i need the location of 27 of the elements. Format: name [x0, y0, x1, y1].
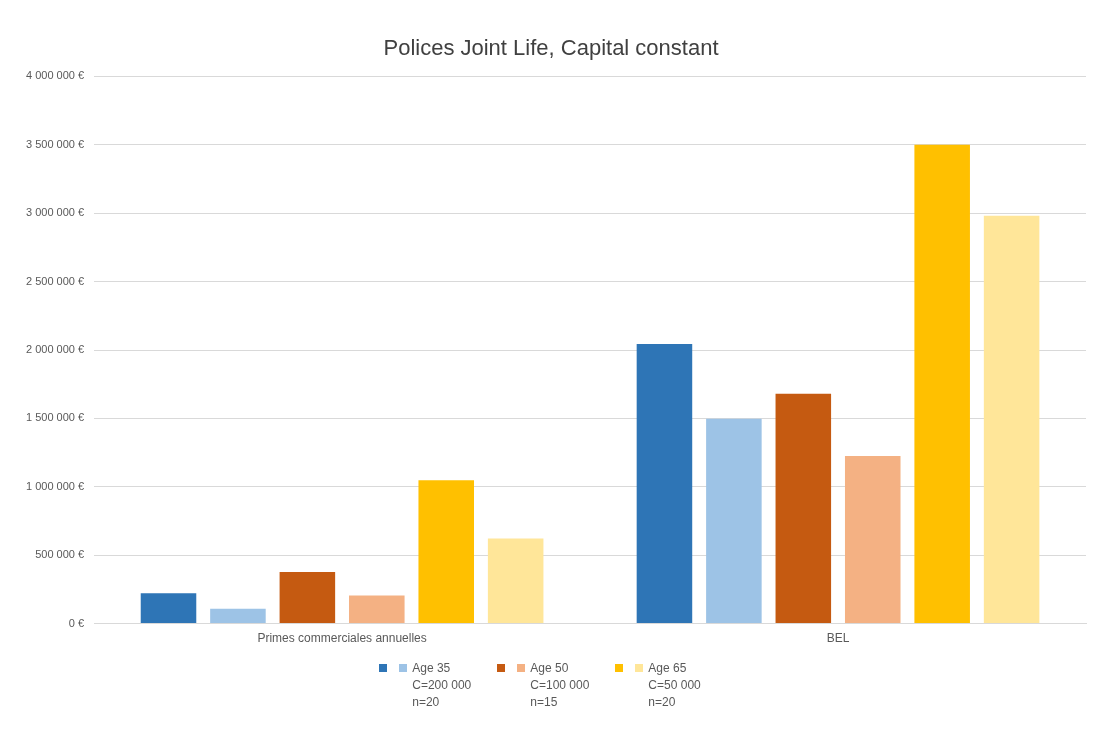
y-tick-label: 3 000 000 €	[25, 206, 85, 219]
bar	[983, 215, 1040, 624]
y-tick-label: 3 500 000 €	[25, 137, 85, 150]
legend-label: Age 35 C=200 000 n=20	[412, 660, 472, 711]
bar	[140, 593, 197, 624]
y-tick-label: 2 000 000 €	[25, 343, 85, 356]
bar	[706, 418, 762, 624]
y-tick-label: 500 000 €	[35, 548, 85, 561]
legend-label: Age 65 C=50 000 n=20	[648, 660, 701, 711]
legend-label: Age 50 C=100 000 n=15	[530, 660, 590, 711]
x-tick-label: Primes commerciales annuelles	[257, 631, 427, 646]
y-tick-label: 1 500 000 €	[25, 411, 85, 424]
x-tick-label: BEL	[826, 631, 850, 646]
bar	[210, 608, 266, 624]
y-tick-label: 4 000 000 €	[25, 69, 85, 82]
y-tick-label: 0 €	[68, 616, 85, 629]
y-tick-label: 1 000 000 €	[25, 479, 85, 492]
bar	[349, 595, 405, 624]
bar	[775, 393, 832, 624]
bar	[914, 144, 970, 624]
bar	[418, 480, 474, 624]
y-tick-label: 2 500 000 €	[25, 274, 85, 287]
bar	[487, 538, 544, 624]
bar	[279, 571, 336, 624]
bar	[844, 455, 901, 624]
bar	[636, 344, 693, 624]
chart-title: Polices Joint Life, Capital constant	[383, 35, 719, 61]
